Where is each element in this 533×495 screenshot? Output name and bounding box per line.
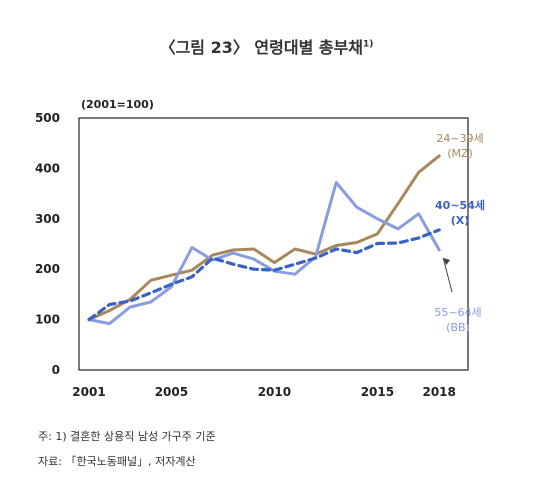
x-tick-label: 2010 (258, 385, 291, 399)
title-footnote-mark: 1) (363, 39, 374, 50)
series-labels: 24~39세 (MZ) 55~64세 (BB) 40~54세 (X) (434, 132, 485, 334)
series-line-mz (87, 154, 441, 322)
source-note: 자료: 「한국노동패널」, 저자계산 (38, 455, 196, 468)
y-tick-label: 200 (35, 262, 60, 276)
x-tick-label: 2018 (422, 385, 455, 399)
series-line-bb (87, 181, 441, 326)
x-tick-label: 2001 (72, 385, 105, 399)
plot-frame (78, 117, 469, 371)
series-label-bb: (BB) (446, 321, 470, 334)
series-label-x: (X) (451, 214, 470, 227)
chart-title-text: 〈그림 23〉 연령대별 총부채 (159, 38, 364, 57)
y-tick-label: 400 (35, 161, 60, 175)
series-label-x: 40~54세 (435, 198, 485, 212)
x-tick-labels: 2001 2005 2010 2015 2018 (72, 385, 456, 399)
series-line-x (87, 228, 441, 322)
y-tick-label: 500 (35, 111, 60, 125)
y-axis-unit: (2001=100) (81, 98, 154, 111)
y-tick-labels: 0 100 200 300 400 500 (35, 111, 60, 377)
bb-pointer-arrowhead (443, 258, 451, 266)
chart-title: 〈그림 23〉 연령대별 총부채1) (0, 34, 533, 58)
y-tick-label: 0 (52, 363, 60, 377)
bb-pointer-line (442, 257, 453, 293)
series-label-mz: 24~39세 (436, 132, 483, 145)
series-label-bb: 55~64세 (434, 306, 481, 319)
series-label-mz: (MZ) (447, 147, 473, 160)
footnote: 주: 1) 결혼한 상용직 남성 가구주 기준 (38, 430, 216, 443)
x-tick-label: 2015 (361, 385, 394, 399)
y-tick-label: 100 (35, 313, 60, 327)
y-tick-label: 300 (35, 212, 60, 226)
x-tick-label: 2005 (155, 385, 188, 399)
series-lines (87, 154, 441, 326)
